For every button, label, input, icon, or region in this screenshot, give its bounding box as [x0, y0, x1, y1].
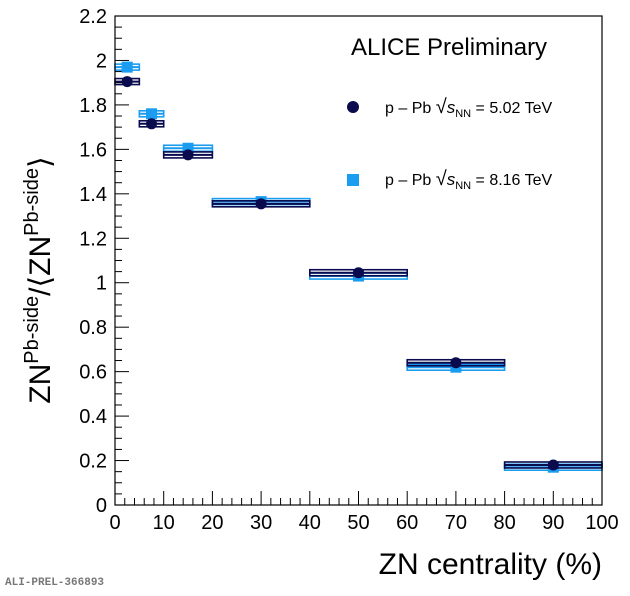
y-tick-label: 1.2 [79, 228, 107, 250]
y-tick-label: 1.6 [79, 139, 107, 161]
y-tick-label: 1 [96, 273, 107, 295]
x-tick-label: 20 [201, 512, 223, 534]
data-point-5tev [121, 76, 133, 88]
data-point-5tev [353, 267, 364, 279]
data-point-5tev [182, 149, 194, 161]
chart-title: ALICE Preliminary [351, 34, 547, 61]
watermark-label: ALI-PREL-366893 [5, 577, 105, 589]
x-tick-label: 0 [109, 512, 120, 534]
y-tick-label: 2 [96, 50, 107, 72]
data-point-5tev [146, 118, 158, 130]
legend-label-5tev: p – Pb √sNN = 5.02 TeV [385, 96, 553, 120]
legend-marker-5tev [347, 101, 359, 113]
legend: p – Pb √sNN = 5.02 TeV p – Pb √sNN = 8.1… [347, 96, 553, 192]
y-tick-label: 0 [96, 495, 107, 517]
x-tick-label: 60 [396, 512, 418, 534]
y-tick-label: 2.2 [79, 6, 107, 28]
x-tick-label: 90 [542, 512, 564, 534]
plot-frame [114, 15, 603, 506]
x-tick-label: 80 [493, 512, 515, 534]
x-axis-title: ZN centrality (%) [379, 548, 602, 581]
x-tick-label: 50 [347, 512, 369, 534]
x-tick-label: 10 [153, 512, 175, 534]
data-point-5tev [450, 357, 462, 369]
x-tick-label: 100 [585, 512, 618, 534]
x-tick-label: 40 [299, 512, 321, 534]
y-tick-label: 1.4 [79, 184, 107, 206]
ticks-layer: 0 10 20 30 40 50 60 70 80 90 100 0 0.2 0.4 0.6 0.8 1 1.2 1… [79, 6, 619, 534]
x-tick-label: 30 [250, 512, 272, 534]
y-tick-label: 1.8 [79, 95, 107, 117]
y-tick-label: 0.4 [79, 406, 107, 428]
legend-marker-8tev [347, 174, 359, 186]
x-tick-label: 70 [445, 512, 467, 534]
y-tick-label: 0.8 [79, 317, 107, 339]
data-point-8tev [182, 142, 194, 154]
data-point-8tev [146, 108, 158, 120]
data-point-5tev [547, 459, 559, 471]
data-point-8tev [121, 61, 133, 73]
data-layer [114, 61, 603, 473]
y-tick-label: 0.2 [79, 451, 107, 473]
y-axis-title: ZNPb-side/⟨ZNPb-side⟩ [21, 156, 57, 403]
data-point-5tev [255, 198, 267, 210]
legend-label-8tev: p – Pb √sNN = 8.16 TeV [385, 168, 553, 192]
y-tick-label: 0.6 [79, 362, 107, 384]
